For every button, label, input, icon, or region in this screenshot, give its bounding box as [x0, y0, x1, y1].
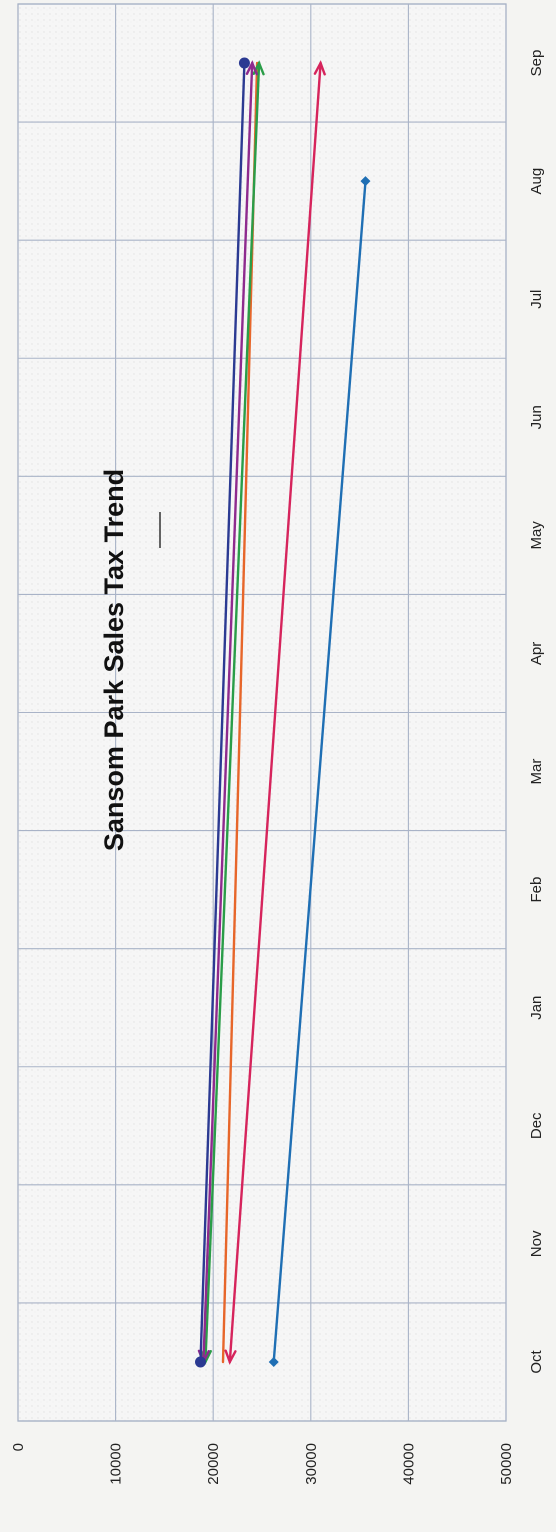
- series-line: [204, 61, 261, 1364]
- series-1: [268, 176, 371, 1367]
- data-point: [195, 1356, 207, 1368]
- month-tick-label: Jan: [528, 996, 545, 1020]
- value-tick-label: 20000: [205, 1443, 222, 1485]
- arrowhead: [224, 1349, 237, 1365]
- arrowhead: [245, 60, 258, 76]
- data-point: [268, 1356, 279, 1367]
- month-tick-label: Apr: [528, 642, 545, 665]
- value-tick-label: 40000: [400, 1443, 417, 1485]
- month-tick-label: Aug: [528, 168, 545, 195]
- chart-title: Sansom Park Sales Tax Trend: [99, 469, 129, 851]
- value-tick-label: 50000: [498, 1443, 515, 1485]
- month-tick-label: Jul: [528, 290, 545, 309]
- series-line: [199, 61, 246, 1364]
- month-tick-label: Oct: [528, 1349, 545, 1373]
- gridlines: [17, 4, 507, 1421]
- value-tick-label: 0: [10, 1443, 27, 1451]
- data-point: [360, 176, 371, 187]
- month-tick-label: May: [528, 521, 545, 550]
- month-tick-label: Mar: [528, 759, 545, 785]
- month-tick-label: Dec: [528, 1112, 545, 1139]
- month-tick-label: Feb: [528, 877, 545, 903]
- series-line: [221, 61, 259, 1364]
- series-2: [224, 60, 326, 1365]
- month-tick-label: Nov: [528, 1230, 545, 1257]
- series-3: [221, 61, 259, 1364]
- series-6: [195, 57, 250, 1368]
- month-tick-label: Sep: [528, 50, 545, 77]
- series-line: [272, 179, 367, 1364]
- value-axis-labels: 0 10000 20000 30000 40000 50000: [10, 1443, 515, 1485]
- value-tick-label: 10000: [108, 1443, 125, 1485]
- series-line: [228, 61, 322, 1364]
- arrowhead: [313, 60, 326, 76]
- data-point: [238, 57, 250, 69]
- month-tick-label: Jun: [528, 405, 545, 429]
- value-tick-label: 30000: [303, 1443, 320, 1485]
- month-axis-labels: Oct Nov Dec Jan Feb Mar Apr May Jun Jul Aug Sep: [528, 50, 545, 1374]
- series-lines: [195, 57, 371, 1368]
- series-line: [202, 61, 254, 1364]
